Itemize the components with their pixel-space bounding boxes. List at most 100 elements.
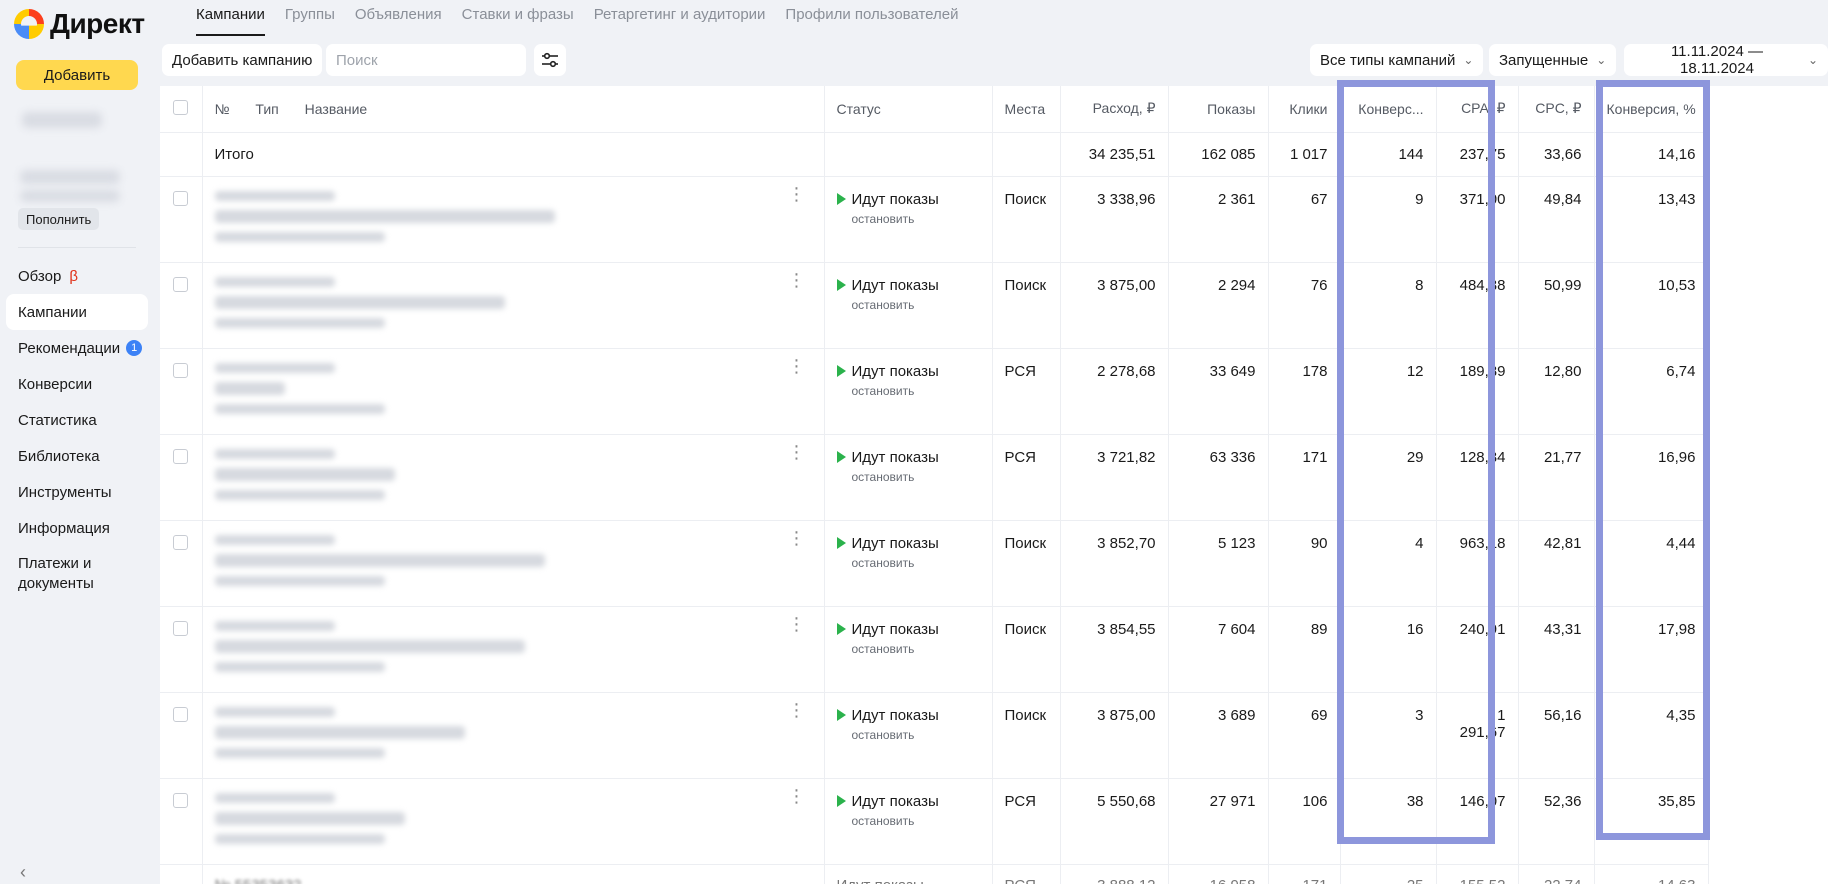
tab-groups[interactable]: Группы [284,6,335,23]
impressions-cell: 63 336 [1168,434,1269,521]
row-checkbox[interactable] [173,534,189,550]
more-options-icon[interactable]: ⋮ [787,355,806,376]
table-row[interactable]: ⋮ Идут показы остановить Поиск 3 875,00 2 294… [160,262,1709,349]
tab-user-profiles[interactable]: Профили пользователей [785,6,959,23]
header-cpc[interactable]: CPC, ₽ [1518,86,1595,133]
tab-retargeting[interactable]: Ретаргетинг и аудитории [593,6,766,23]
clicks-cell: 67 [1268,176,1341,263]
date-range-picker[interactable]: 11.11.2024 — 18.11.2024 ⌄ [1624,43,1828,77]
campaign-name-cell[interactable]: ⋮ [202,692,825,779]
header-impressions[interactable]: Показы [1168,86,1269,133]
stop-link[interactable]: остановить [851,211,915,226]
play-icon [836,709,846,721]
table-row[interactable]: ⋮ Идут показы остановить Поиск 3 338,96 2 361… [160,176,1709,263]
sidebar-item-statistics[interactable]: Статистика [6,402,148,438]
row-checkbox[interactable] [173,362,189,378]
add-campaign-button[interactable]: Добавить кампанию [162,44,323,76]
filter-settings-button[interactable] [534,44,566,76]
campaign-name-cell[interactable]: ⋮ [202,520,825,607]
header-cpa[interactable]: CPA, ₽ [1436,86,1519,133]
campaign-name-cell[interactable]: ⋮ [202,778,825,865]
row-checkbox-cell [160,348,203,435]
conv-rate-cell: 35,85 [1594,778,1709,865]
stop-link[interactable]: остановить [851,727,915,742]
sidebar-item-tools[interactable]: Инструменты [6,474,148,510]
status-label: Идут показы [836,793,980,810]
collapse-sidebar-icon[interactable]: ‹ [20,862,26,882]
stop-link[interactable]: остановить [851,641,915,656]
row-checkbox[interactable] [173,706,189,722]
header-num[interactable]: № [214,100,230,117]
stop-link[interactable]: остановить [851,469,915,484]
more-options-icon[interactable]: ⋮ [787,441,806,462]
header-conv-rate[interactable]: Конверсия, % [1594,86,1709,133]
impressions-cell: 16 958 [1168,864,1269,884]
spend-cell: 3 875,00 [1060,262,1169,349]
sidebar-item-library[interactable]: Библиотека [6,438,148,474]
sidebar-item-campaigns[interactable]: Кампании [6,294,148,330]
header-name[interactable]: Название [304,100,368,117]
tab-campaigns[interactable]: Кампании [196,0,265,36]
sidebar-item-recommendations[interactable]: Рекомендации 1 [6,330,148,366]
stop-link[interactable]: остановить [851,297,915,312]
header-type[interactable]: Тип [255,100,279,117]
sidebar-item-overview[interactable]: Обзор β [6,258,148,294]
topup-button[interactable]: Пополнить [18,208,100,230]
table-row[interactable]: ⋮ Идут показы остановить Поиск 3 875,00 3 689… [160,692,1709,779]
tab-bids[interactable]: Ставки и фразы [461,6,574,23]
table-row[interactable]: ⋮ Идут показы остановить РСЯ 2 278,68 33 649 1… [160,348,1709,435]
sidebar-item-information[interactable]: Информация [6,510,148,546]
add-button[interactable]: Добавить [16,60,138,90]
table-row[interactable]: ⋮ Идут показы остановить РСЯ 3 721,82 63 336 1… [160,434,1709,521]
header-status[interactable]: Статус [824,86,993,133]
count-badge: 1 [126,340,143,356]
stop-link[interactable]: остановить [851,813,915,828]
sliders-icon [542,52,558,68]
total-conv-rate: 14,16 [1594,132,1709,177]
header-conversions[interactable]: Конверс... [1340,86,1437,133]
campaign-name-cell[interactable]: ⋮ [202,176,825,263]
campaign-name-cell[interactable]: ⋮ [202,348,825,435]
more-options-icon[interactable]: ⋮ [787,527,806,548]
row-checkbox-cell [160,434,203,521]
more-options-icon[interactable]: ⋮ [787,699,806,720]
campaign-types-select[interactable]: Все типы кампаний ⌄ [1310,44,1484,76]
search-input[interactable] [326,44,526,76]
state-filter-select[interactable]: Запущенные ⌄ [1489,44,1617,76]
sidebar-item-conversions[interactable]: Конверсии [6,366,148,402]
row-checkbox[interactable] [173,620,189,636]
stop-link[interactable]: остановить [851,555,915,570]
header-places[interactable]: Места [992,86,1061,133]
header-spend[interactable]: Расход, ₽ [1060,86,1169,133]
status-cell: Идут показы остановить [824,434,993,521]
sidebar-item-label: Статистика [18,411,97,429]
campaign-name-cell[interactable]: ⋮ [202,434,825,521]
stop-link[interactable]: остановить [851,383,915,398]
table-row[interactable]: ⋮ Идут показы остановить РСЯ 5 550,68 27 971 1… [160,778,1709,865]
row-checkbox[interactable] [173,792,189,808]
more-options-icon[interactable]: ⋮ [787,613,806,634]
row-checkbox-cell [160,262,203,349]
row-checkbox[interactable] [173,190,189,206]
status-cell: Идут показы остановить [824,176,993,263]
sidebar-item-payments[interactable]: Платежи и документы [6,546,148,594]
tab-ads[interactable]: Объявления [354,6,442,23]
conversions-cell: 9 [1340,176,1437,263]
cpa-cell: 146,07 [1436,778,1519,865]
table-row[interactable]: ⋮ Идут показы остановить Поиск 3 854,55 7 604… [160,606,1709,693]
campaign-name-cell[interactable]: ⋮ [202,262,825,349]
campaign-types-label: Все типы кампаний [1320,51,1456,69]
campaign-name-cell[interactable]: ⋮ [202,606,825,693]
row-checkbox[interactable] [173,448,189,464]
more-options-icon[interactable]: ⋮ [787,785,806,806]
row-checkbox[interactable] [173,276,189,292]
logo[interactable]: Директ [14,8,145,40]
spend-cell: 3 854,55 [1060,606,1169,693]
table-row[interactable]: ⋮ Идут показы остановить Поиск 3 852,70 5 123… [160,520,1709,607]
select-all-checkbox[interactable] [173,99,189,115]
more-options-icon[interactable]: ⋮ [787,183,806,204]
table-row[interactable]: № 55353632Идут показыРСЯ3 888,1216 95817… [160,864,1709,884]
campaign-name-cell[interactable]: № 55353632 [202,864,825,884]
header-clicks[interactable]: Клики [1268,86,1341,133]
more-options-icon[interactable]: ⋮ [787,269,806,290]
